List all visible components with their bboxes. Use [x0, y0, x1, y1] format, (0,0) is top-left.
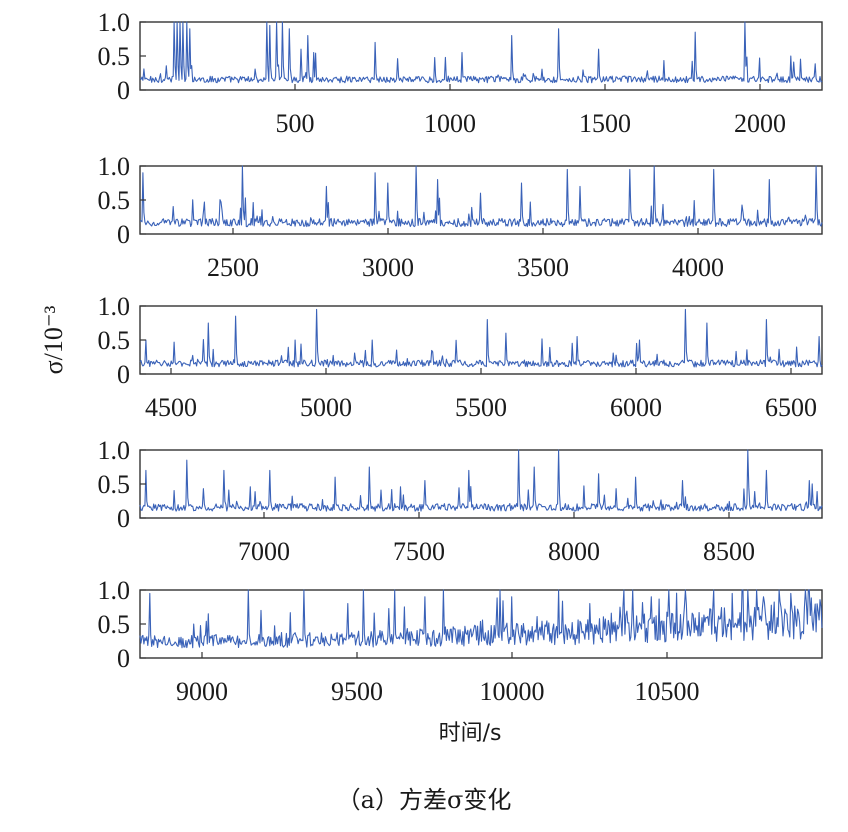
y-tick-label: 0 — [117, 220, 130, 249]
y-tick-label: 1.0 — [98, 152, 131, 181]
y-tick-label: 1.0 — [98, 292, 131, 321]
x-tick-label: 500 — [276, 109, 315, 138]
panel-4: 0 0.5 1.0 7000 7500 8000 8500 — [98, 436, 823, 566]
y-tick-label: 1.0 — [98, 436, 131, 465]
series-line — [139, 449, 823, 512]
x-axis-label: 时间/s — [439, 721, 502, 746]
x-tick-label: 10500 — [635, 677, 700, 706]
y-tick-label: 0.5 — [98, 470, 131, 499]
series-line — [139, 589, 823, 649]
x-tick-label: 8500 — [703, 537, 755, 566]
x-tick-label: 3500 — [517, 253, 569, 282]
x-tick-label: 4500 — [145, 393, 197, 422]
panel-3: 0 0.5 1.0 4500 5000 5500 6000 6500 — [98, 292, 823, 422]
x-tick-label: 7500 — [393, 537, 445, 566]
series-line — [139, 165, 823, 228]
x-tick-label: 2500 — [207, 253, 259, 282]
x-tick-label: 7000 — [238, 537, 290, 566]
x-tick-label: 6000 — [610, 393, 662, 422]
x-tick-label: 6500 — [765, 393, 817, 422]
x-tick-label: 9500 — [331, 677, 383, 706]
series-line — [139, 21, 823, 84]
x-tick-label: 3000 — [362, 253, 414, 282]
x-tick-label: 2000 — [734, 109, 786, 138]
figure-caption: （a）方差σ变化 — [337, 786, 512, 814]
x-tick-label: 5000 — [300, 393, 352, 422]
y-tick-label: 1.0 — [98, 576, 131, 605]
panels: 0 0.5 1.0 500 1000 1500 2000 0 0.5 1.0 2500 3000 350… — [98, 8, 823, 706]
x-tick-label: 4000 — [672, 253, 724, 282]
panel-5: 0 0.5 1.0 9000 9500 10000 10500 — [98, 576, 823, 706]
y-tick-label: 0 — [117, 76, 130, 105]
y-axis-label: σ/10⁻³ — [39, 305, 68, 374]
y-tick-label: 0 — [117, 644, 130, 673]
x-tick-label: 10000 — [480, 677, 545, 706]
series-line — [139, 308, 823, 368]
y-tick-label: 0.5 — [98, 186, 131, 215]
x-tick-label: 9000 — [176, 677, 228, 706]
x-tick-label: 1000 — [424, 109, 476, 138]
x-tick-label: 5500 — [455, 393, 507, 422]
y-tick-label: 0 — [117, 360, 130, 389]
y-tick-label: 1.0 — [98, 8, 131, 37]
panel-1: 0 0.5 1.0 500 1000 1500 2000 — [98, 8, 823, 138]
x-tick-label: 1500 — [579, 109, 631, 138]
y-tick-label: 0.5 — [98, 42, 131, 71]
y-tick-label: 0.5 — [98, 610, 131, 639]
y-tick-label: 0.5 — [98, 326, 131, 355]
x-tick-label: 8000 — [548, 537, 600, 566]
y-tick-label: 0 — [117, 504, 130, 533]
panel-2: 0 0.5 1.0 2500 3000 3500 4000 — [98, 152, 823, 282]
